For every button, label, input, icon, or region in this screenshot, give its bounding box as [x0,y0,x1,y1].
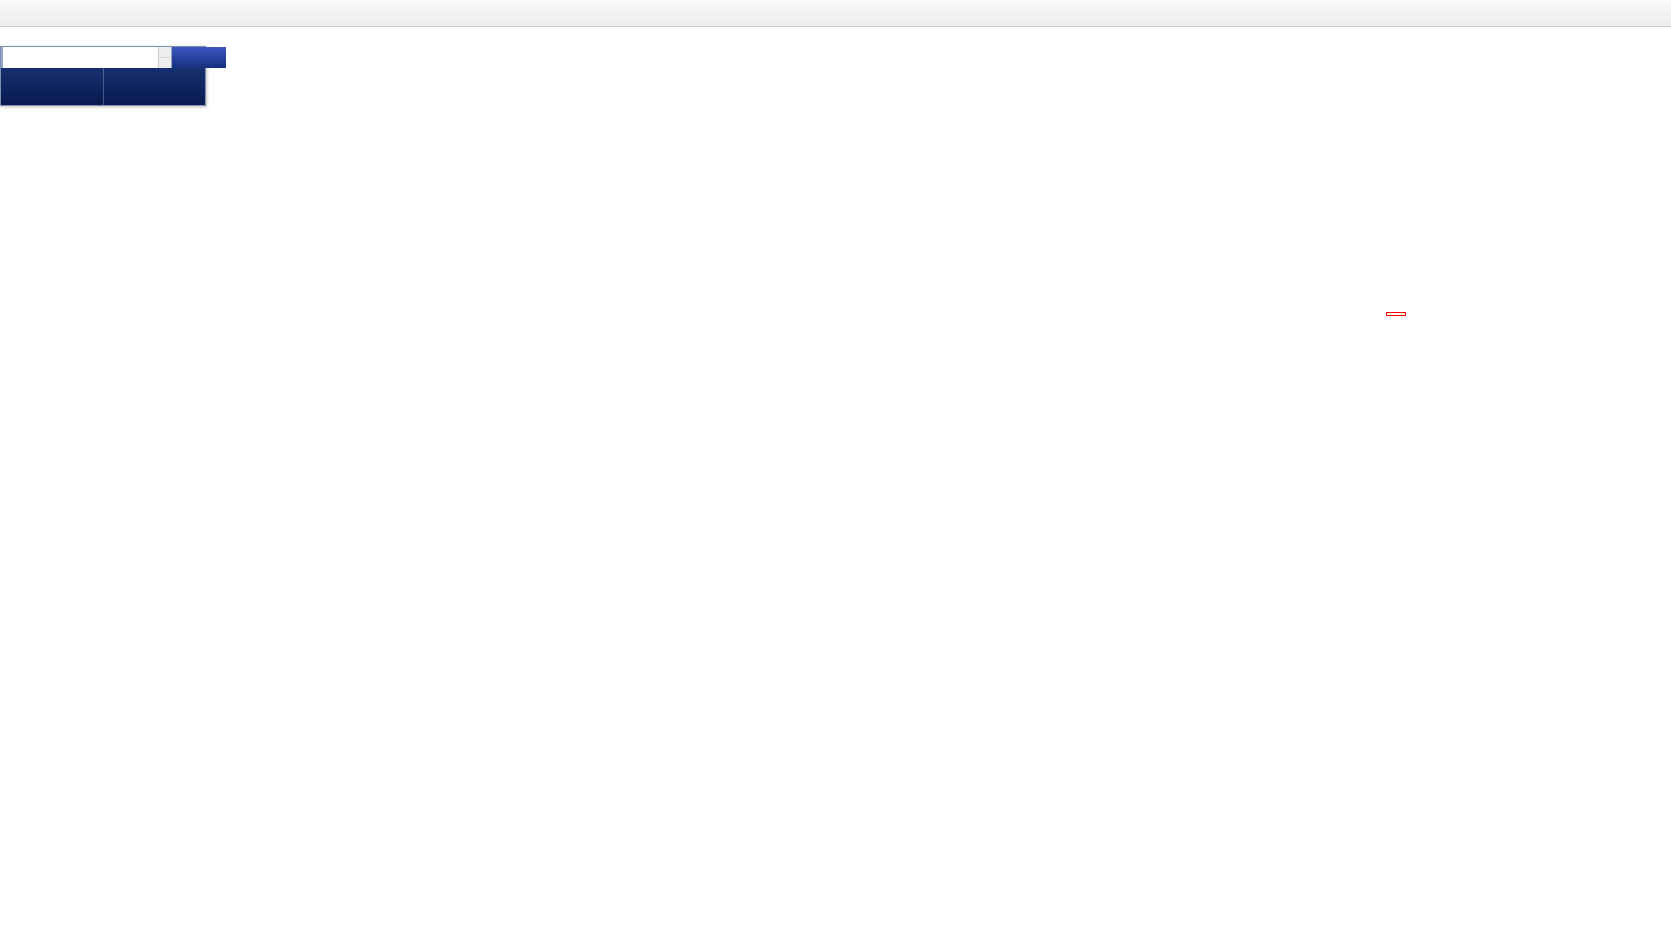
one-click-trading-panel [0,46,226,106]
macd-indicator-label [4,549,14,560]
sell-price[interactable] [1,68,103,105]
lot-size-box [2,47,172,68]
buy-button[interactable] [172,47,226,68]
spinner-down-icon[interactable] [159,58,171,68]
rsi-indicator-label [4,717,9,728]
lot-size-input[interactable] [3,47,158,68]
toolbar [0,0,1671,27]
buy-price[interactable] [102,68,206,105]
spinner-up-icon[interactable] [159,47,171,58]
lot-dropdown[interactable] [1,47,2,68]
price-callout-label[interactable] [1386,312,1406,316]
lot-spinner [158,47,171,68]
